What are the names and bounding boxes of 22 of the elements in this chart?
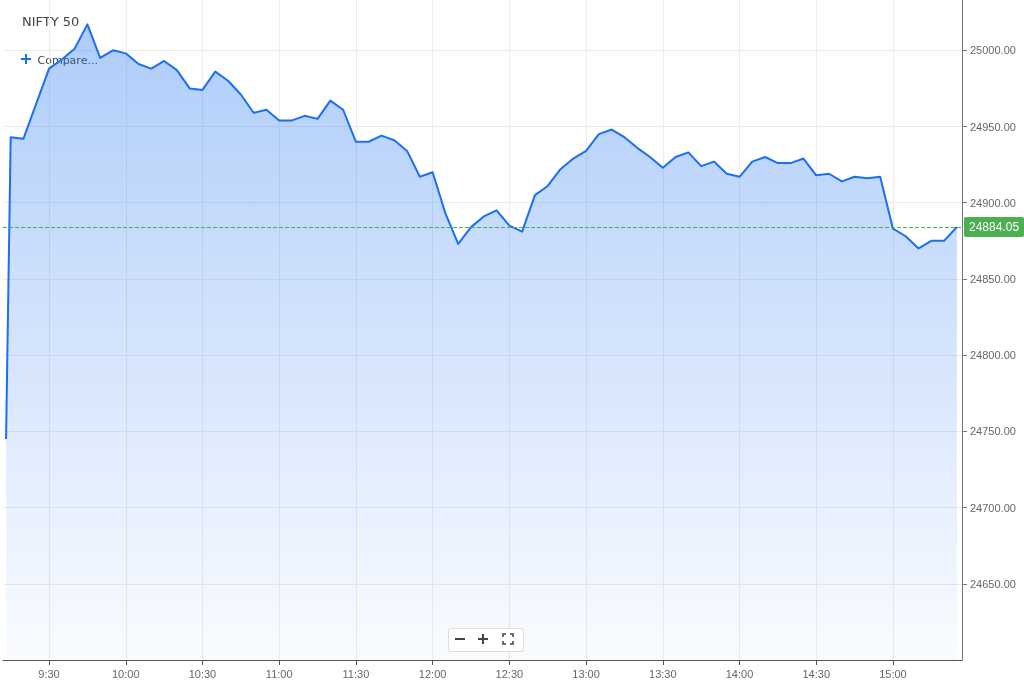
x-tick-label: 10:30 bbox=[188, 667, 217, 680]
y-tick-label: 24800.00 bbox=[970, 349, 1016, 362]
x-tick-label: 14:30 bbox=[802, 667, 830, 680]
y-tick-label: 24900.00 bbox=[970, 196, 1016, 209]
x-tick-label: 11:00 bbox=[265, 667, 293, 680]
x-tick-label: 15:00 bbox=[879, 667, 907, 680]
y-tick-label: 24750.00 bbox=[970, 425, 1016, 438]
x-tick-label: 9:30 bbox=[38, 667, 60, 680]
y-tick-label: 24950.00 bbox=[970, 120, 1016, 133]
x-tick-label: 12:00 bbox=[418, 667, 447, 680]
x-tick-label: 10:00 bbox=[111, 667, 140, 680]
x-tick-label: 13:00 bbox=[572, 667, 600, 680]
x-tick-label: 11:30 bbox=[342, 667, 370, 680]
x-tick-label: 14:00 bbox=[725, 667, 754, 680]
y-tick-label: 24850.00 bbox=[970, 272, 1016, 285]
ref-line-label: 24884.05 bbox=[969, 220, 1020, 235]
y-tick-label: 24700.00 bbox=[970, 501, 1016, 514]
y-tick-label: 24650.00 bbox=[970, 577, 1016, 590]
y-tick-label: 25000.00 bbox=[970, 44, 1016, 57]
x-tick-label: 12:30 bbox=[495, 667, 524, 680]
x-tick-label: 13:30 bbox=[649, 667, 677, 680]
text: NIFTY 50 bbox=[22, 14, 80, 29]
